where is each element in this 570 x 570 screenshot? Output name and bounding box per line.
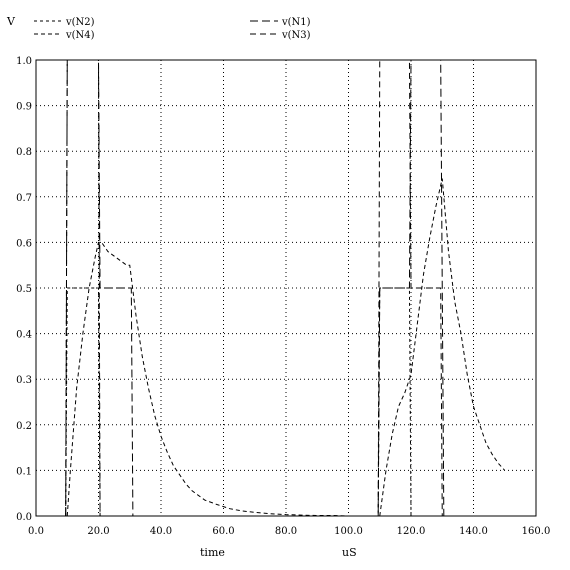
legend-item-n3: v(N3) <box>250 30 311 41</box>
series-line-series-4 <box>379 178 506 517</box>
y-tick-label: 0.5 <box>16 284 32 295</box>
x-tick-label: 40.0 <box>150 526 172 537</box>
legend-item-n2: v(N2) <box>34 17 95 28</box>
x-tick-label: 160.0 <box>522 526 551 537</box>
legend: v(N2) v(N4) v(N1) v(N3) <box>34 17 311 41</box>
x-tick-label: 120.0 <box>397 526 426 537</box>
x-tick-label: 60.0 <box>212 526 234 537</box>
x-tick-label: 20.0 <box>87 526 109 537</box>
y-tick-label: 0.7 <box>16 193 32 204</box>
y-axis-label: V <box>6 15 16 28</box>
legend-item-n1: v(N1) <box>250 17 311 28</box>
x-tick-label: 0.0 <box>28 526 44 537</box>
plot-frame <box>35 59 537 517</box>
y-tick-label: 1.0 <box>16 56 32 67</box>
y-tick-label: 0.3 <box>16 375 32 386</box>
legend-label-n3: v(N3) <box>281 30 311 41</box>
x-tick-label: 140.0 <box>459 526 488 537</box>
x-axis-unit: uS <box>342 546 357 559</box>
y-tick-label: 0.9 <box>16 102 32 113</box>
series-group <box>65 59 506 517</box>
legend-label-n2: v(N2) <box>65 17 95 28</box>
y-tick-label: 0.4 <box>16 330 32 341</box>
y-tick-label: 0.0 <box>16 512 32 523</box>
y-tick-label: 0.6 <box>16 238 32 249</box>
x-tick-label: 80.0 <box>275 526 297 537</box>
series-line-v-n1 <box>65 59 445 517</box>
y-tick-label: 0.2 <box>16 421 32 432</box>
tick-labels: 0.0 20.0 40.0 60.0 80.0 100.0 120.0 140.0 160.0 0… <box>16 56 550 537</box>
x-axis-label: time <box>200 546 225 559</box>
legend-item-n4: v(N4) <box>34 30 95 41</box>
y-tick-label: 0.1 <box>16 466 32 477</box>
y-tick-label: 0.8 <box>16 147 32 158</box>
series-line-v-n4 <box>66 241 349 517</box>
series-line-v-n2 <box>65 287 443 517</box>
x-tick-label: 100.0 <box>334 526 363 537</box>
legend-label-n1: v(N1) <box>281 17 311 28</box>
legend-label-n4: v(N4) <box>65 30 95 41</box>
